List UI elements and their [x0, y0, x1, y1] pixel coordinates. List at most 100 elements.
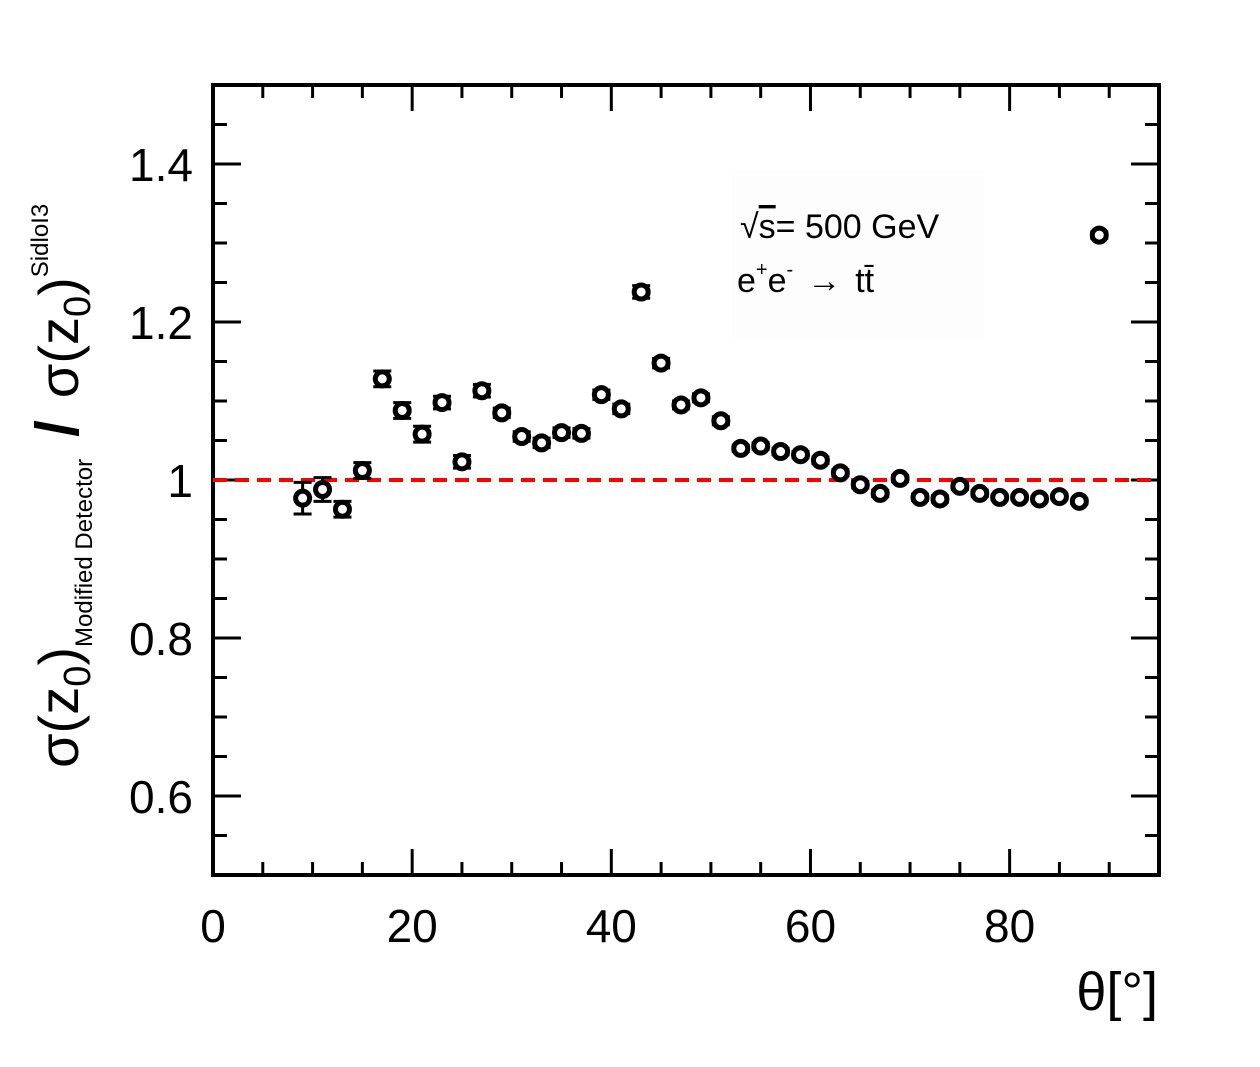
- data-point: [293, 480, 313, 516]
- point-marker: [1010, 487, 1030, 507]
- point-marker: [313, 479, 333, 499]
- y-den-sub: 0: [57, 296, 99, 317]
- data-point: [352, 461, 372, 481]
- data-point: [472, 381, 492, 401]
- point-marker: [512, 427, 532, 447]
- point-marker: [910, 487, 930, 507]
- data-point: [830, 463, 850, 483]
- y-tick-label: 0.8: [129, 613, 193, 665]
- point-marker: [591, 385, 611, 405]
- annotation-energy: √s= 500 GeV: [740, 208, 940, 246]
- data-point: [810, 450, 830, 470]
- point-marker: [830, 463, 850, 483]
- point-marker: [771, 442, 791, 462]
- y-tick-label: 1.2: [129, 297, 193, 349]
- data-point: [571, 423, 591, 443]
- data-point: [452, 452, 472, 472]
- point-marker: [691, 388, 711, 408]
- data-point: [651, 353, 671, 373]
- point-marker: [930, 489, 950, 509]
- point-marker: [372, 369, 392, 389]
- data-point: [492, 403, 512, 423]
- y-num-label: Modified Detector: [71, 459, 98, 647]
- y-den-close: ): [27, 277, 90, 296]
- data-point: [691, 388, 711, 408]
- process-sup2: -: [787, 259, 794, 281]
- annotation-process: e+e- → tt̄: [737, 259, 875, 300]
- data-point: [591, 385, 611, 405]
- data-point: [890, 468, 910, 488]
- svg-text:σ(z0)Modified Detector/σ(z0)Si: σ(z0)Modified Detector/σ(z0)SidloI3: [24, 204, 99, 768]
- data-point: [611, 399, 631, 419]
- y-slash: /: [24, 420, 91, 437]
- point-marker: [332, 499, 352, 519]
- point-marker: [970, 483, 990, 503]
- process-final: tt̄: [855, 262, 874, 300]
- point-marker: [1089, 225, 1109, 245]
- point-marker: [432, 393, 452, 413]
- data-point: [990, 487, 1010, 507]
- y-den-label: SidloI3: [27, 204, 54, 277]
- y-num-close: ): [27, 647, 90, 666]
- point-marker: [1030, 489, 1050, 509]
- process-sup1: +: [756, 259, 768, 281]
- point-marker: [870, 483, 890, 503]
- data-point: [711, 411, 731, 431]
- point-marker: [472, 381, 492, 401]
- point-marker: [532, 433, 552, 453]
- point-marker: [452, 452, 472, 472]
- data-point: [791, 445, 811, 465]
- data-point: [731, 438, 751, 458]
- data-point: [1030, 489, 1050, 509]
- y-axis-label: σ(z0)Modified Detector/σ(z0)SidloI3: [24, 204, 99, 768]
- axis-ticks: [211, 83, 1161, 877]
- data-point: [332, 499, 352, 519]
- x-tick-label: 40: [586, 900, 637, 952]
- data-point: [930, 489, 950, 509]
- point-marker: [711, 411, 731, 431]
- point-marker: [651, 353, 671, 373]
- annotation-box: [732, 170, 984, 340]
- data-point: [850, 475, 870, 495]
- data-point: [1069, 491, 1089, 511]
- point-marker: [631, 282, 651, 302]
- data-point: [631, 282, 651, 302]
- data-point: [313, 476, 333, 503]
- data-point: [870, 483, 890, 503]
- point-marker: [611, 399, 631, 419]
- data-point: [432, 393, 452, 413]
- y-tick-label: 0.6: [129, 771, 193, 823]
- data-point: [1010, 487, 1030, 507]
- point-marker: [731, 438, 751, 458]
- tick-labels: 0 20 40 60 80 0.6 0.8 1 1.2 1.4: [129, 139, 1035, 952]
- process-e2: e: [768, 262, 787, 300]
- sqrt-symbol: √: [740, 208, 759, 246]
- data-point: [970, 483, 990, 503]
- point-marker: [950, 476, 970, 496]
- x-tick-label: 80: [984, 900, 1035, 952]
- point-marker: [1069, 491, 1089, 511]
- data-point: [1089, 225, 1109, 245]
- data-point: [372, 369, 392, 389]
- data-points: [293, 225, 1109, 519]
- point-marker: [850, 475, 870, 495]
- point-marker: [293, 488, 313, 508]
- point-marker: [890, 468, 910, 488]
- data-point: [751, 436, 771, 456]
- energy-s: s: [759, 208, 776, 246]
- x-tick-label: 0: [200, 900, 226, 952]
- data-point: [910, 487, 930, 507]
- x-tick-label: 60: [785, 900, 836, 952]
- point-marker: [791, 445, 811, 465]
- data-point: [552, 423, 572, 443]
- point-marker: [671, 395, 691, 415]
- y-den-base: σ(z: [27, 317, 90, 398]
- y-tick-label: 1: [167, 455, 193, 507]
- point-marker: [352, 461, 372, 481]
- data-point: [392, 400, 412, 420]
- point-marker: [990, 487, 1010, 507]
- x-tick-label: 20: [387, 900, 438, 952]
- data-point: [1049, 487, 1069, 507]
